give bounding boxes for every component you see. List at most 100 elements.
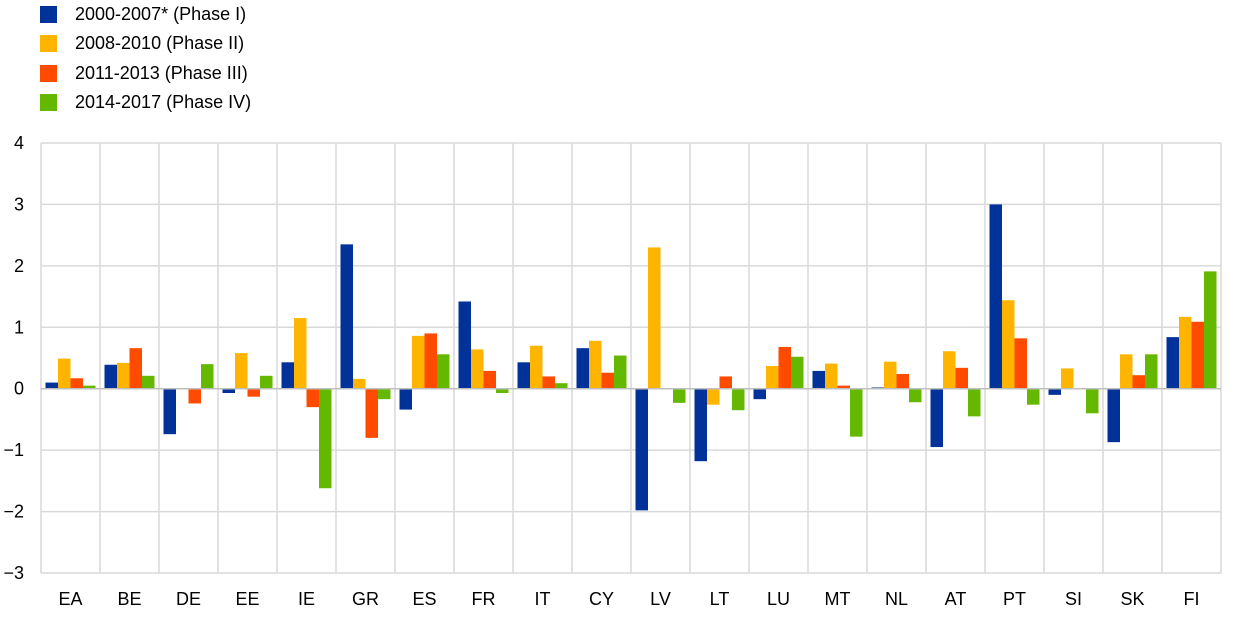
bar-lv-phase-1 [635, 388, 648, 511]
bar-sk-phase-1 [1107, 388, 1120, 443]
bar-gr-phase-3 [365, 388, 378, 438]
bar-es-phase-3 [424, 333, 437, 389]
axis-layer: 4 3 2 1 0 −1 −2 −3 EA BE DE EE IE GR ES FR IT CY LV LT LU MT N… [3, 133, 1221, 609]
bar-fr-phase-1 [458, 301, 471, 389]
legend-item-phase-2: 2008-2010 (Phase II) [40, 29, 251, 58]
bar-lt-phase-1 [694, 388, 707, 462]
x-tick-label: ES [412, 589, 436, 609]
x-tick-label: EA [58, 589, 82, 609]
x-tick-label: LT [710, 589, 730, 609]
bar-ie-phase-2 [294, 318, 307, 389]
bar-lv-phase-4 [673, 388, 686, 403]
bar-pt-phase-4 [1027, 388, 1040, 405]
bar-it-phase-4 [555, 383, 568, 389]
x-tick-label: IE [298, 589, 315, 609]
bar-pt-phase-3 [1014, 338, 1027, 389]
x-tick-label: DE [176, 589, 201, 609]
bar-be-phase-2 [117, 362, 130, 389]
legend-swatch-phase-1 [40, 6, 57, 24]
bar-ea-phase-1 [45, 382, 58, 389]
y-tick-label: 2 [14, 256, 24, 276]
bar-mt-phase-2 [825, 363, 838, 389]
bar-lt-phase-2 [707, 388, 720, 405]
bar-ee-phase-1 [222, 388, 235, 394]
bar-fi-phase-3 [1191, 321, 1204, 389]
bar-it-phase-1 [517, 362, 530, 389]
bar-lu-phase-1 [753, 388, 766, 400]
legend-item-phase-4: 2014-2017 (Phase IV) [40, 88, 251, 117]
bar-ee-phase-4 [260, 375, 273, 389]
y-tick-label: 3 [14, 194, 24, 214]
bar-nl-phase-3 [896, 373, 909, 389]
bar-mt-phase-4 [850, 388, 863, 437]
bar-fr-phase-2 [471, 349, 484, 389]
bar-cy-phase-1 [576, 348, 589, 389]
legend-swatch-phase-2 [40, 35, 57, 53]
x-tick-label: FR [472, 589, 496, 609]
bar-es-phase-1 [399, 388, 412, 410]
bar-it-phase-3 [542, 376, 555, 389]
x-tick-label: MT [825, 589, 851, 609]
bar-nl-phase-4 [909, 388, 922, 403]
bar-be-phase-3 [129, 348, 142, 389]
bar-be-phase-1 [104, 364, 117, 389]
bar-sk-phase-4 [1145, 354, 1158, 389]
bar-lt-phase-3 [719, 376, 732, 389]
bar-es-phase-2 [412, 335, 425, 389]
bar-at-phase-1 [930, 388, 943, 448]
x-tick-label: IT [535, 589, 551, 609]
legend-label-phase-1: 2000-2007* (Phase I) [75, 4, 247, 25]
bar-be-phase-4 [142, 375, 155, 389]
y-tick-label: 0 [14, 379, 24, 399]
bar-pt-phase-2 [1002, 300, 1015, 389]
bar-lu-phase-4 [791, 356, 804, 389]
x-tick-label: FI [1184, 589, 1200, 609]
bar-si-phase-2 [1061, 368, 1074, 389]
bar-es-phase-4 [437, 354, 450, 389]
bar-ea-phase-4 [83, 385, 96, 389]
x-tick-label: GR [352, 589, 379, 609]
bar-ea-phase-3 [70, 378, 83, 389]
x-tick-label: LU [767, 589, 790, 609]
bar-sk-phase-3 [1132, 375, 1145, 389]
bar-cy-phase-2 [589, 340, 602, 389]
legend-label-phase-3: 2011-2013 (Phase III) [75, 62, 248, 83]
bar-de-phase-3 [188, 388, 201, 404]
bar-cy-phase-4 [614, 355, 627, 389]
legend-label-phase-4: 2014-2017 (Phase IV) [75, 92, 252, 113]
y-tick-label: 1 [14, 317, 24, 337]
bar-gr-phase-2 [353, 378, 366, 389]
y-tick-label: −3 [3, 563, 24, 583]
bar-fi-phase-2 [1179, 316, 1192, 389]
bar-lt-phase-4 [732, 388, 745, 411]
bar-cy-phase-3 [601, 372, 614, 389]
bar-mt-phase-3 [837, 385, 850, 389]
bar-at-phase-3 [955, 367, 968, 389]
bar-lv-phase-2 [648, 247, 661, 389]
x-tick-label: BE [117, 589, 141, 609]
bar-ea-phase-2 [58, 358, 71, 389]
bar-fi-phase-4 [1204, 271, 1217, 389]
x-tick-label: CY [589, 589, 614, 609]
legend-swatch-phase-4 [40, 94, 57, 112]
bar-de-phase-1 [163, 388, 176, 435]
bar-si-phase-1 [1048, 388, 1061, 395]
bar-gr-phase-1 [340, 244, 353, 389]
bar-at-phase-2 [943, 351, 956, 389]
bar-nl-phase-2 [884, 361, 897, 389]
bar-it-phase-2 [530, 345, 543, 389]
legend-label-phase-2: 2008-2010 (Phase II) [75, 33, 245, 54]
bar-lu-phase-2 [766, 365, 779, 389]
bar-si-phase-4 [1086, 388, 1099, 414]
x-tick-label: NL [885, 589, 908, 609]
x-tick-label: LV [650, 589, 671, 609]
bar-fi-phase-1 [1166, 337, 1179, 389]
bar-mt-phase-1 [812, 370, 825, 389]
bar-lu-phase-3 [778, 346, 791, 389]
legend: 2000-2007* (Phase I) 2008-2010 (Phase II… [40, 0, 251, 117]
bar-at-phase-4 [968, 388, 981, 417]
bar-ee-phase-3 [247, 388, 260, 397]
bar-sk-phase-2 [1120, 354, 1133, 389]
bar-gr-phase-4 [378, 388, 391, 400]
